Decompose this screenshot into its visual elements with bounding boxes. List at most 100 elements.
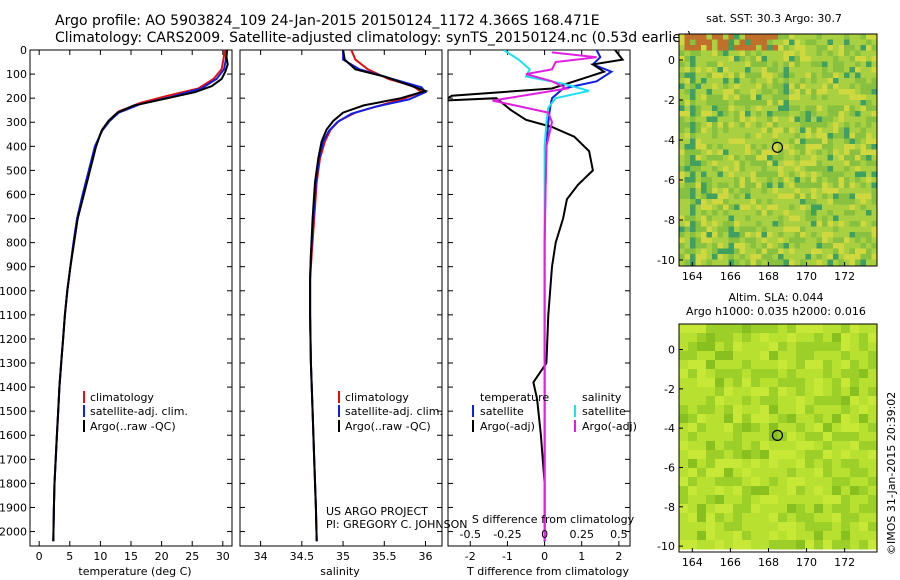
map-cell <box>769 540 779 550</box>
map-cell <box>838 177 845 183</box>
map-cell <box>796 522 806 532</box>
map-cell <box>679 105 685 112</box>
map-cell <box>723 215 729 222</box>
map-cell <box>871 89 878 95</box>
map-cell <box>750 45 757 51</box>
map-cell <box>751 378 761 388</box>
map-cell <box>827 100 834 106</box>
map-cell <box>841 378 851 388</box>
map-cell <box>838 116 845 123</box>
map-cell <box>860 171 867 178</box>
map-cell <box>717 56 724 62</box>
map-cell <box>866 111 872 117</box>
map-cell <box>838 72 845 79</box>
map-cell <box>739 56 746 62</box>
map-cell <box>728 105 735 112</box>
map-cell <box>712 100 718 106</box>
map-cell <box>706 182 713 189</box>
map-cell <box>783 259 790 266</box>
map-cell <box>805 221 812 227</box>
map-cell <box>728 39 735 46</box>
map-cell <box>833 243 839 249</box>
map-cell <box>724 540 734 550</box>
map-cell <box>684 204 691 211</box>
map-cell <box>805 259 812 266</box>
map-cell <box>756 221 762 227</box>
map-cell <box>805 414 815 424</box>
map-cell <box>690 171 696 178</box>
map-cell <box>750 160 757 167</box>
map-cell <box>859 459 869 469</box>
map-cell <box>796 423 806 433</box>
map-cell <box>778 94 784 101</box>
map-cell <box>789 188 795 194</box>
map-cell <box>712 89 718 95</box>
x-tick-label: 35.5 <box>372 550 397 563</box>
map-cell <box>838 210 845 216</box>
map-cell <box>697 477 707 487</box>
map-cell <box>745 221 751 227</box>
map-cell <box>701 67 707 73</box>
map-cell <box>717 166 724 172</box>
map-cell <box>823 414 833 424</box>
map-cell <box>769 441 779 451</box>
map-cell <box>724 531 734 541</box>
map-cell <box>866 221 872 227</box>
map-cell <box>715 360 725 370</box>
map-cell <box>760 459 770 469</box>
map-cell <box>841 423 851 433</box>
map-cell <box>778 414 788 424</box>
map-cell <box>684 149 691 156</box>
map-cell <box>849 67 856 73</box>
map-cell <box>761 122 768 128</box>
map-cell <box>739 177 746 183</box>
map-cell <box>868 414 878 424</box>
map-cell <box>706 193 713 200</box>
map-cell <box>832 369 842 379</box>
map-cell <box>739 259 746 266</box>
map-cell <box>706 56 713 62</box>
map-cell <box>701 254 707 260</box>
map-cell <box>684 259 691 266</box>
map-cell <box>739 149 746 156</box>
map-cell <box>723 210 729 216</box>
map-cell <box>850 387 860 397</box>
map-cell <box>706 441 716 451</box>
map-cell <box>871 122 878 128</box>
map-cell <box>690 210 696 216</box>
map-cell <box>871 94 878 101</box>
map-cell <box>811 67 817 73</box>
map-cell <box>850 324 860 334</box>
map-cell <box>688 468 698 478</box>
map-cell <box>816 56 823 62</box>
map-cell <box>739 199 746 205</box>
map-cell <box>794 78 801 84</box>
map-cell <box>844 155 850 161</box>
map-cell <box>778 204 784 211</box>
map-cell <box>723 111 729 117</box>
map-cell <box>761 45 768 51</box>
map-cell <box>778 360 788 370</box>
map-cell <box>724 360 734 370</box>
map-cell <box>723 133 729 139</box>
map-cell <box>811 78 817 84</box>
map-cell <box>794 111 801 117</box>
map-cell <box>789 177 795 183</box>
map-cell <box>794 215 801 222</box>
map-cell <box>688 423 698 433</box>
series-line <box>309 50 424 542</box>
map-cell <box>760 423 770 433</box>
map-cell <box>816 100 823 106</box>
map-cell <box>800 160 806 167</box>
map-cell <box>787 432 797 442</box>
map-cell <box>717 116 724 123</box>
map-cell <box>706 72 713 79</box>
map-cell <box>783 226 790 233</box>
map-cell <box>832 522 842 532</box>
map-cell <box>724 414 734 424</box>
map-cell <box>760 504 770 514</box>
map-cell <box>805 105 812 112</box>
map-cell <box>833 171 839 178</box>
map-cell <box>860 45 867 51</box>
map-cell <box>816 127 823 134</box>
